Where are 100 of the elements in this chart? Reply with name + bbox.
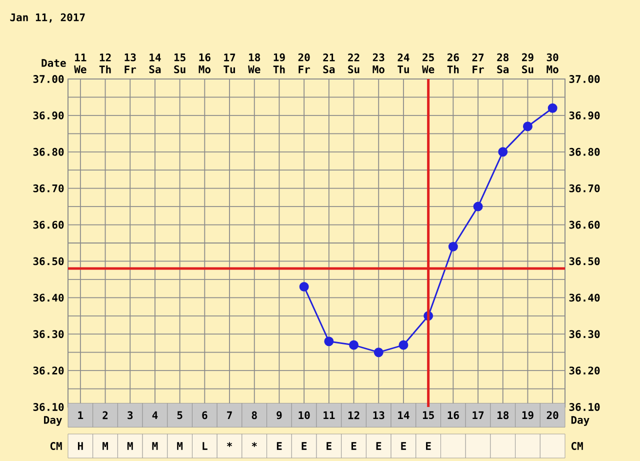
x-tick-label: 3 <box>128 411 133 420</box>
text: * <box>226 442 232 447</box>
point <box>548 103 558 113</box>
x-tick-label: 18 <box>498 411 509 420</box>
point <box>324 336 334 346</box>
text: E <box>276 442 282 450</box>
x2-tick-label: 25 <box>422 53 434 62</box>
text: M <box>177 442 183 450</box>
y-tick-label: 36.60 <box>33 220 64 229</box>
text: E <box>401 442 406 450</box>
y2-tick-label: 36.50 <box>569 257 600 266</box>
text: We <box>248 65 260 74</box>
text: * <box>252 442 257 447</box>
point <box>374 348 384 358</box>
text: Tu <box>224 65 235 74</box>
text: Fr <box>472 66 484 74</box>
x-tick-label: 11 <box>324 411 335 420</box>
text: Mo <box>198 65 210 74</box>
x-tick-label: 8 <box>252 411 257 420</box>
x2-tick-label: 27 <box>472 54 484 62</box>
x-tick-label: 14 <box>398 411 410 420</box>
y-tick-label: 36.10 <box>33 403 64 411</box>
y2-tick-label: 36.70 <box>569 184 600 192</box>
x-tick-label: 15 <box>422 411 434 420</box>
y-tick-label: 36.30 <box>33 330 64 338</box>
text: Sa <box>497 65 509 74</box>
x-tick-label: 17 <box>472 411 484 420</box>
y2-tick-label: 36.40 <box>569 294 600 302</box>
x-axis-title: Day <box>44 416 62 426</box>
x2-tick-label: 28 <box>497 53 509 62</box>
text: CM <box>50 442 62 450</box>
y2-tick-label: 36.10 <box>569 403 600 411</box>
text: Fr <box>298 66 310 74</box>
text: E <box>302 442 307 450</box>
x2-tick-label: 26 <box>447 53 459 62</box>
x-tick-label: 2 <box>102 411 108 420</box>
point <box>473 202 483 212</box>
x-tick-label: 19 <box>522 411 534 420</box>
y2-tick-label: 36.90 <box>569 111 600 120</box>
text: Tu <box>398 65 409 74</box>
x-tick-label: 12 <box>348 411 360 420</box>
y2-tick-label: 37.00 <box>569 75 600 83</box>
text: CM <box>571 442 583 450</box>
text: Th <box>447 65 459 74</box>
x2-tick-label: 16 <box>199 53 210 62</box>
text: M <box>127 442 133 450</box>
text: H <box>78 442 83 450</box>
x-tick-label: 4 <box>152 411 158 420</box>
x2-tick-label: 22 <box>348 54 360 62</box>
x2-tick-label: 15 <box>174 53 186 62</box>
x2-tick-label: 21 <box>323 54 335 62</box>
x-tick-label: 16 <box>448 411 459 420</box>
point <box>299 282 309 292</box>
y2-tick-label: 36.80 <box>569 148 600 156</box>
y-tick-label: 36.70 <box>33 184 64 192</box>
text: Su <box>522 65 534 74</box>
text: Mo <box>546 65 558 74</box>
text: We <box>74 65 86 74</box>
y-tick-label: 37.00 <box>33 75 64 83</box>
point <box>522 122 532 132</box>
x-tick-label: 13 <box>373 411 384 420</box>
point <box>349 340 359 350</box>
text: E <box>351 442 356 450</box>
text: E <box>376 442 382 450</box>
y2-tick-label: 36.60 <box>569 220 600 229</box>
x2-tick-label: 11 <box>75 54 86 62</box>
x2-tick-label: 30 <box>546 53 558 62</box>
x2-tick-label: 23 <box>372 53 384 62</box>
text: Fr <box>124 66 136 74</box>
x-tick-label: 20 <box>546 411 558 420</box>
text: We <box>422 65 434 74</box>
x-tick-label: 10 <box>298 411 310 420</box>
x2-tick-label: 19 <box>274 53 285 62</box>
chart-title: Jan 11, 2017 <box>10 13 85 23</box>
point <box>498 147 508 157</box>
y-tick-label: 36.50 <box>33 257 64 266</box>
x-tick-label: 9 <box>276 411 282 420</box>
x2-axis-title: Date <box>42 59 66 67</box>
x-tick-label: 1 <box>78 411 84 420</box>
y-tick-label: 36.40 <box>33 294 64 302</box>
text: Sa <box>323 65 335 74</box>
point <box>448 242 458 252</box>
text: Su <box>174 65 186 74</box>
x2-tick-label: 12 <box>100 54 111 62</box>
x-tick-label: 5 <box>177 411 182 420</box>
text: M <box>152 442 158 450</box>
text: Mo <box>372 65 384 74</box>
point <box>398 340 408 350</box>
x2-tick-label: 29 <box>522 53 534 62</box>
x2-tick-label: 17 <box>224 54 236 62</box>
text: Sa <box>149 65 161 74</box>
x2-tick-label: 18 <box>249 53 260 62</box>
y2-tick-label: 36.20 <box>569 366 600 375</box>
x2-tick-label: 14 <box>150 54 161 62</box>
text: Th <box>273 65 285 74</box>
text: L <box>202 442 208 450</box>
x2-tick-label: 13 <box>124 53 136 62</box>
y-tick-label: 36.90 <box>33 111 64 120</box>
x2-tick-label: 20 <box>298 53 310 62</box>
text: E <box>426 442 431 450</box>
